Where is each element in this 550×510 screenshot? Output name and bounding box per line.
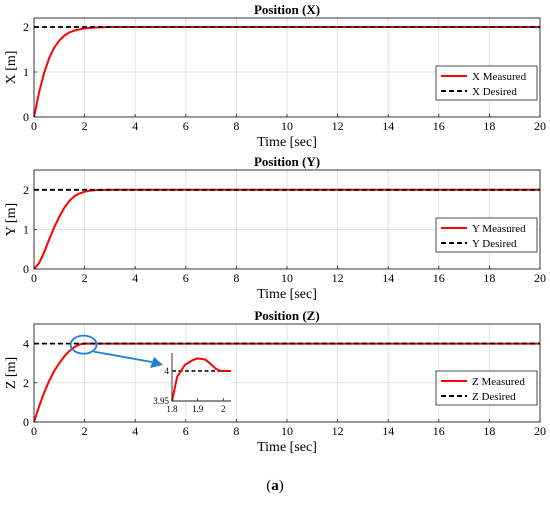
x-tick-label: 14 <box>382 271 394 285</box>
x-tick-label: 18 <box>483 271 495 285</box>
y-axis-label: Z [m] <box>4 357 19 389</box>
x-axis-label: Time [sec] <box>257 135 317 150</box>
x-tick-label: 6 <box>183 424 189 438</box>
x-tick-label: 12 <box>332 271 344 285</box>
x-tick-label: 2 <box>82 271 88 285</box>
x-tick-label: 16 <box>433 271 445 285</box>
chart-title: Position (X) <box>254 2 320 17</box>
y-tick-label: 4 <box>23 337 29 351</box>
x-tick-label: 6 <box>183 119 189 133</box>
axes-frame <box>33 169 541 270</box>
y-tick-label: 2 <box>23 20 29 34</box>
x-tick-label: 0 <box>31 271 37 285</box>
x-tick-label: 20 <box>534 424 546 438</box>
x-axis-label: Time [sec] <box>257 287 317 302</box>
legend: X Measured X Desired <box>435 65 538 101</box>
x-tick-label: 4 <box>132 271 138 285</box>
inset-x-tick-label: 2 <box>221 404 226 414</box>
legend-box <box>435 370 538 406</box>
x-tick-label: 20 <box>534 271 546 285</box>
x-tick-label: 12 <box>332 119 344 133</box>
axes-frame <box>33 17 541 118</box>
x-tick-label: 18 <box>483 424 495 438</box>
y-tick-label: 0 <box>23 262 29 276</box>
x-tick-label: 0 <box>31 424 37 438</box>
legend-label: Y Desired <box>472 238 517 250</box>
x-tick-label: 16 <box>433 424 445 438</box>
figure-caption: (a) <box>266 478 284 494</box>
x-tick-label: 8 <box>233 271 239 285</box>
zoom-circle <box>69 334 98 355</box>
x-tick-label: 2 <box>82 119 88 133</box>
legend-label: Z Measured <box>472 376 525 388</box>
x-tick-label: 16 <box>433 119 445 133</box>
y-tick-label: 1 <box>23 222 29 236</box>
axes-frame <box>33 323 541 423</box>
inset-measured-line <box>171 357 231 402</box>
y-tick-label: 2 <box>23 183 29 197</box>
x-tick-label: 2 <box>82 424 88 438</box>
inset-x-tick-label: 1.8 <box>166 404 178 414</box>
series-z-measured <box>33 342 540 423</box>
x-tick-label: 8 <box>233 424 239 438</box>
inset-y-tick-label: 4 <box>165 366 170 376</box>
x-tick-label: 18 <box>483 119 495 133</box>
chart-title: Position (Y) <box>254 154 320 169</box>
legend-box <box>435 217 538 253</box>
y-tick-label: 1 <box>23 65 29 79</box>
y-axis-label: X [m] <box>4 51 19 85</box>
zoom-inset: 1.8 1.9 2 3.95 4 <box>69 334 231 414</box>
inset-y-tick-label: 3.95 <box>153 396 169 406</box>
legend: Z Measured Z Desired <box>435 370 538 406</box>
x-tick-label: 6 <box>183 271 189 285</box>
legend-label: X Measured <box>472 71 527 83</box>
x-tick-label: 14 <box>382 119 394 133</box>
x-tick-label: 10 <box>281 424 293 438</box>
y-axis-label: Y [m] <box>4 203 19 236</box>
x-tick-label: 10 <box>281 119 293 133</box>
x-tick-label: 4 <box>132 119 138 133</box>
x-axis-label: Time [sec] <box>257 440 317 455</box>
zoom-arrow <box>93 350 153 363</box>
x-tick-label: 8 <box>233 119 239 133</box>
chart-title: Position (Z) <box>254 308 319 323</box>
legend-label: Y Measured <box>472 223 526 235</box>
caption-letter: a <box>271 478 279 494</box>
legend: Y Measured Y Desired <box>435 217 538 253</box>
legend-label: X Desired <box>472 86 517 98</box>
chart-3: 0 2 4 6 8 10 12 14 16 18 20 0 2 4 Position (Z) Time [se… <box>4 308 546 455</box>
y-tick-label: 2 <box>23 376 29 390</box>
zoom-arrow-head <box>150 357 163 368</box>
x-tick-label: 0 <box>31 119 37 133</box>
x-tick-label: 4 <box>132 424 138 438</box>
x-tick-label: 20 <box>534 119 546 133</box>
legend-box <box>435 65 538 101</box>
y-tick-label: 0 <box>23 415 29 429</box>
x-tick-label: 14 <box>382 424 394 438</box>
x-tick-label: 10 <box>281 271 293 285</box>
x-tick-label: 12 <box>332 424 344 438</box>
y-tick-label: 0 <box>23 110 29 124</box>
inset-x-tick-label: 1.9 <box>192 404 204 414</box>
legend-label: Z Desired <box>472 391 516 403</box>
inset-area <box>172 353 231 401</box>
